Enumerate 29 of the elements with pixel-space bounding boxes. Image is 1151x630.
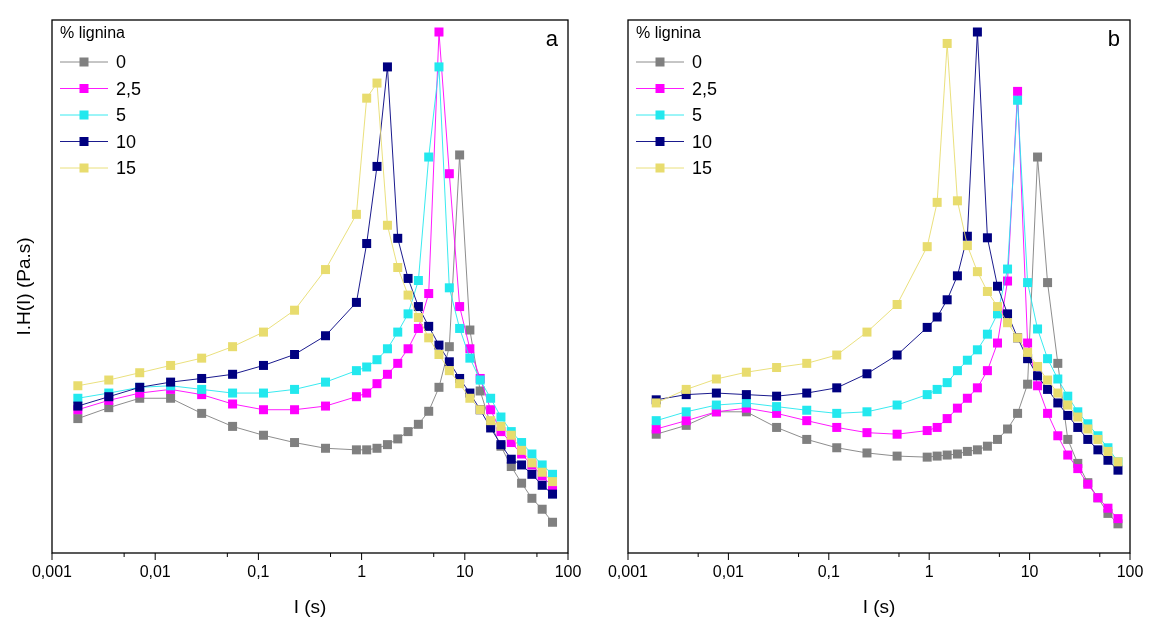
annotation: a — [545, 26, 559, 51]
x-tick-label: 10 — [1020, 563, 1039, 580]
legend-label: 0 — [692, 52, 703, 72]
legend-label: 2,5 — [692, 78, 718, 99]
x-axis-title: I (s) — [862, 596, 896, 617]
x-tick-label: 0,1 — [817, 563, 841, 580]
legend-label: 2,5 — [116, 78, 142, 99]
legend-label: 5 — [692, 105, 703, 125]
x-tick-label: 100 — [1116, 563, 1144, 580]
legend-label: 10 — [692, 131, 713, 152]
legend-label: 10 — [116, 131, 137, 152]
x-axis-title: I (s) — [293, 596, 327, 617]
x-tick-label: 1 — [924, 563, 934, 580]
x-tick-label: 0,001 — [31, 563, 73, 580]
x-tick-label: 0,1 — [247, 563, 270, 580]
legend-title: % lignina — [636, 24, 702, 41]
y-axis-title: I.H(I) (Pa.s) — [13, 237, 34, 336]
legend-label: 15 — [692, 158, 713, 178]
legend-label: 5 — [116, 105, 127, 125]
x-tick-label: 0,001 — [607, 563, 649, 580]
x-tick-label: 1 — [357, 563, 367, 580]
x-tick-label: 100 — [554, 563, 582, 580]
x-tick-label: 0,01 — [139, 563, 171, 580]
legend-title: % lignina — [60, 24, 126, 41]
annotation: b — [1107, 26, 1120, 51]
legend-label: 0 — [116, 52, 127, 72]
x-tick-label: 0,01 — [712, 563, 745, 580]
legend-label: 15 — [116, 158, 137, 178]
x-tick-label: 10 — [455, 563, 474, 580]
